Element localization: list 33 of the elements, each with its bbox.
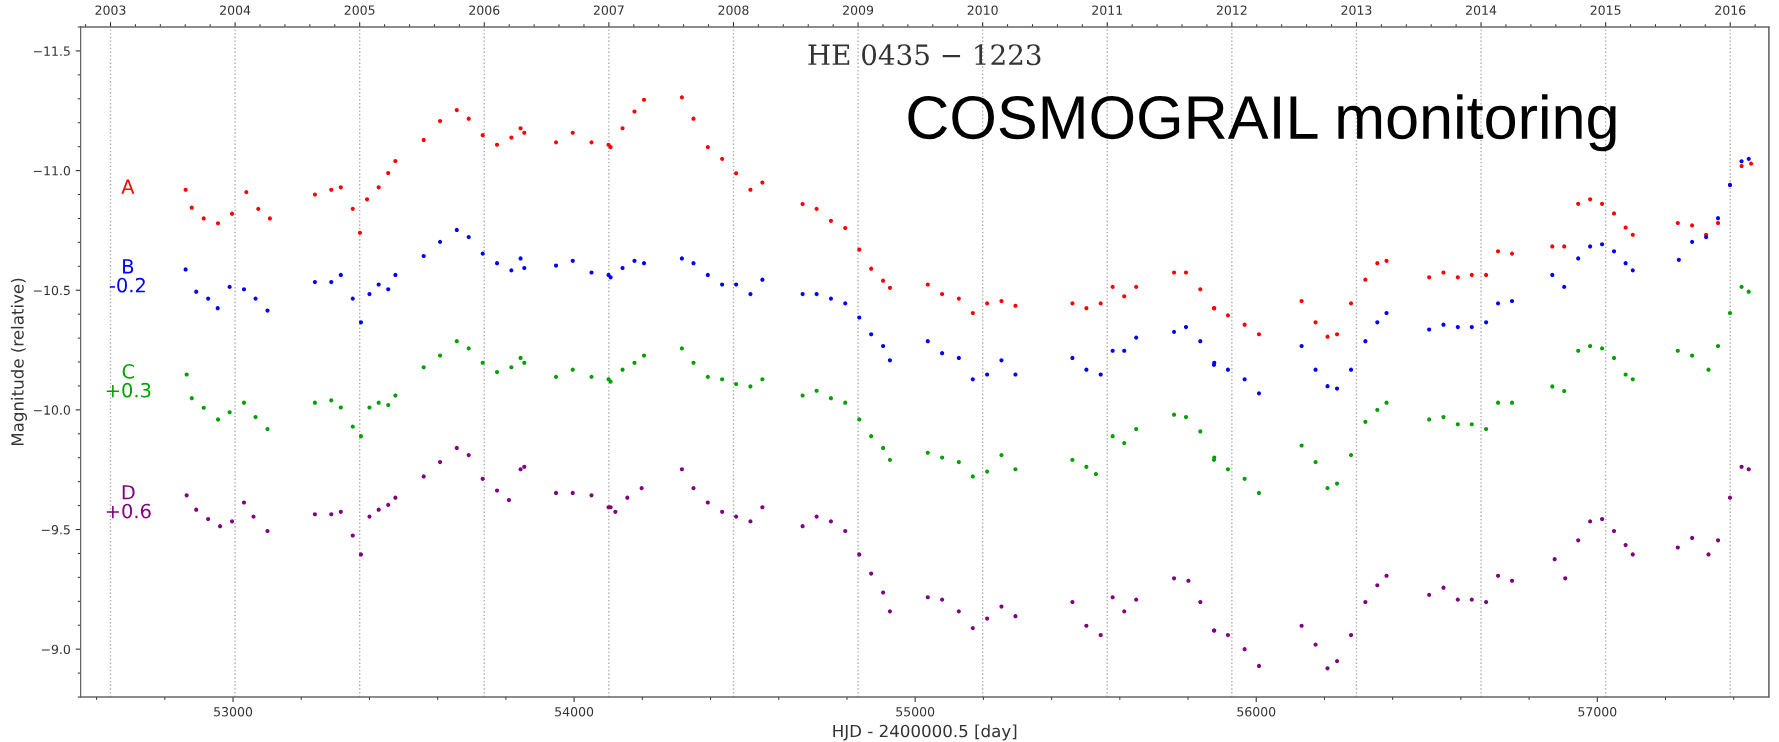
x2-tick-label: 2003 xyxy=(95,5,126,15)
x2-tick-label: 2004 xyxy=(220,5,251,15)
text: A xyxy=(121,179,135,194)
x2-tick-label: 2006 xyxy=(469,5,500,15)
x-tick-label: 55000 xyxy=(896,706,935,717)
x-tick-label: 53000 xyxy=(214,706,253,717)
x-axis-title: HJD - 2400000.5 [day] xyxy=(833,724,1017,741)
y-tick-label: −11.5 xyxy=(33,46,70,56)
y-axis-title: Magnitude (relative) xyxy=(10,278,27,446)
x2-tick-label: 2009 xyxy=(843,5,874,15)
y-tick-label: −9.5 xyxy=(41,525,70,535)
annotation: COSMOGRAIL monitoring xyxy=(908,94,1616,152)
x2-tick-label: 2013 xyxy=(1341,5,1372,15)
x2-tick-label: 2011 xyxy=(1092,5,1123,15)
x-tick-label: 57000 xyxy=(1578,706,1617,717)
x2-tick-label: 2012 xyxy=(1216,5,1247,15)
x2-tick-label: 2014 xyxy=(1466,5,1497,15)
x-tick-label: 56000 xyxy=(1237,706,1276,717)
y-tick-label: −11.0 xyxy=(33,166,71,176)
y-tick-label: −10.5 xyxy=(33,285,70,296)
x-tick-label: 54000 xyxy=(555,706,594,717)
series-label: C +0.3 xyxy=(106,364,151,398)
x2-tick-label: 2016 xyxy=(1715,5,1746,15)
y-tick-label: −10.0 xyxy=(33,405,71,415)
x2-tick-label: 2007 xyxy=(593,5,624,15)
x2-tick-label: 2008 xyxy=(718,5,749,15)
y-tick-label: −9.0 xyxy=(41,644,71,655)
x2-tick-label: 2015 xyxy=(1590,5,1621,15)
chart-title: HE 0435 − 1223 xyxy=(808,44,1041,66)
x2-tick-label: 2010 xyxy=(967,5,998,15)
text: B -0.2 xyxy=(109,259,145,293)
x2-tick-label: 2005 xyxy=(344,5,375,15)
series-label: D +0.6 xyxy=(106,485,151,519)
